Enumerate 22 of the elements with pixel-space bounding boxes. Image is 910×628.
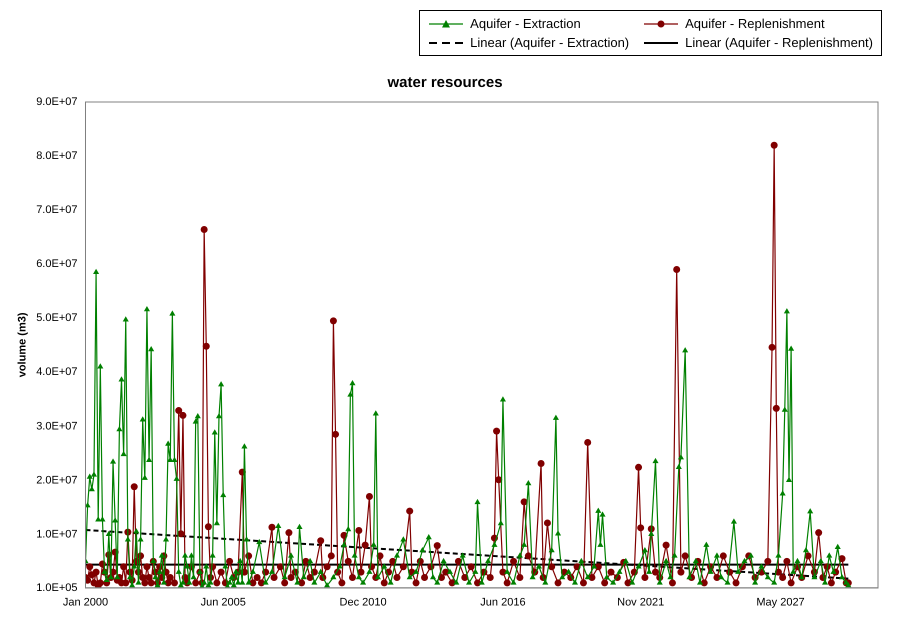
y-tick-label: 4.0E+07 <box>36 366 78 378</box>
y-tick-label: 8.0E+07 <box>36 150 78 162</box>
legend-label: Aquifer - Extraction <box>470 16 581 31</box>
x-tick-label: Jun 2005 <box>200 596 246 608</box>
y-tick-label: 3.0E+07 <box>36 420 78 432</box>
x-tick-label: Nov 2021 <box>617 596 664 608</box>
legend-label: Linear (Aquifer - Extraction) <box>470 35 630 50</box>
y-tick-label: 5.0E+07 <box>36 312 78 324</box>
legend-label: Aquifer - Replenishment <box>685 16 825 31</box>
x-tick-label: Dec 2010 <box>340 596 387 608</box>
y-axis-title: volume (m3) <box>16 312 29 378</box>
y-tick-label: 7.0E+07 <box>36 204 78 216</box>
y-tick-label: 1.0E+07 <box>36 528 78 540</box>
y-tick-label: 2.0E+07 <box>36 474 78 486</box>
y-tick-label: 9.0E+07 <box>36 96 78 108</box>
y-tick-label: 6.0E+07 <box>36 258 78 270</box>
y-tick-label: 1.0E+05 <box>36 582 78 594</box>
chart-title: water resources <box>386 74 503 92</box>
x-tick-label: May 2027 <box>756 596 805 608</box>
x-tick-label: Jun 2016 <box>480 596 526 608</box>
legend-label: Linear (Aquifer - Replenishment) <box>685 35 873 50</box>
x-tick-label: Jan 2000 <box>62 596 108 608</box>
